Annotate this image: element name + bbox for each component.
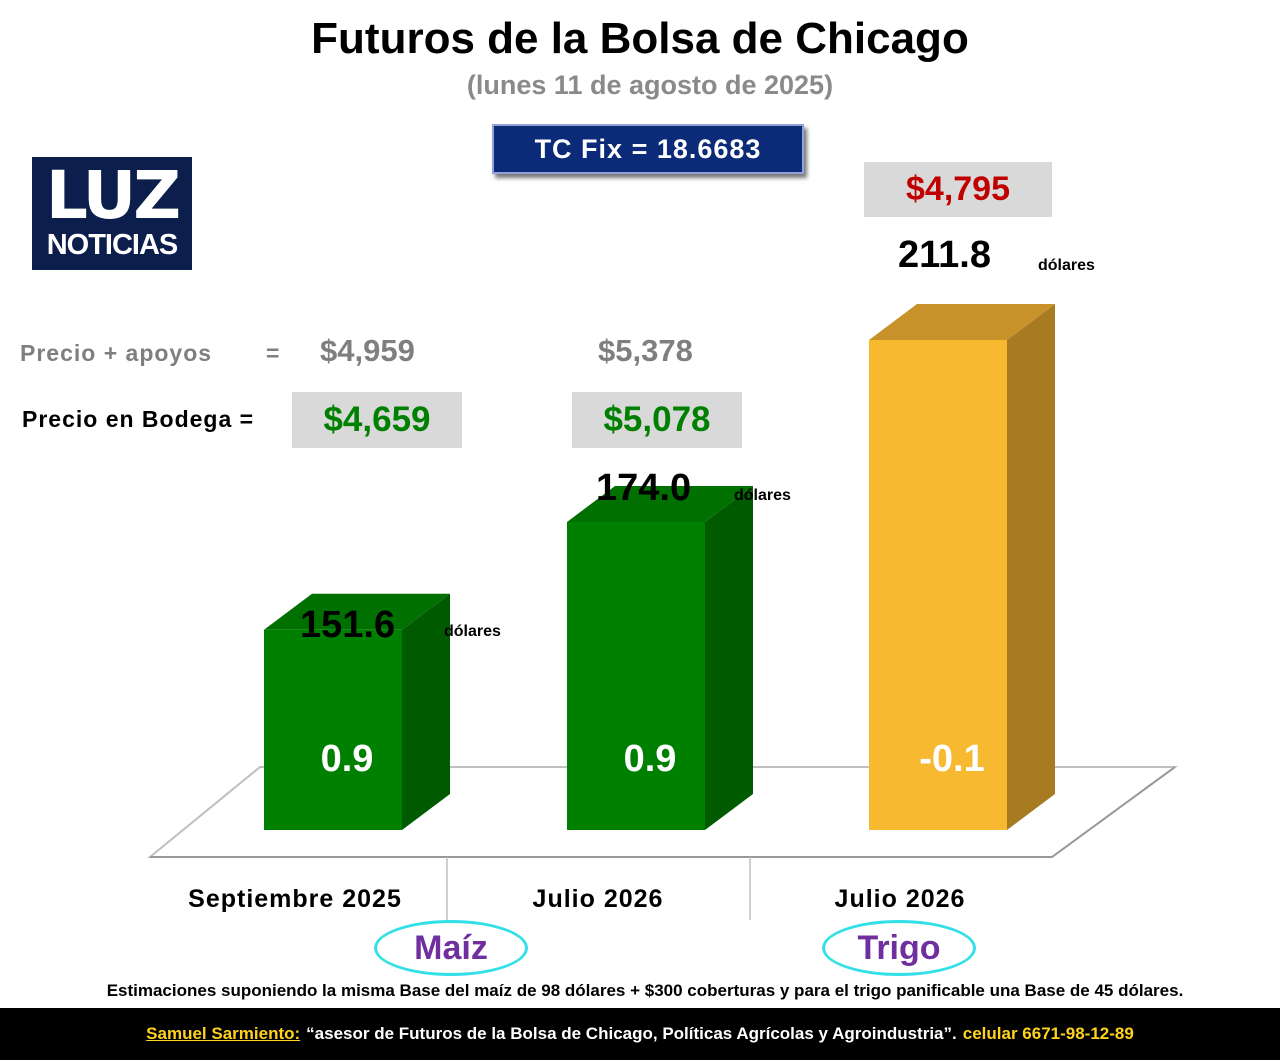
x-label-1: Julio 2026 (532, 885, 664, 913)
logo-text-noticias: NOTICIAS (46, 229, 179, 261)
trigo-price-box: $4,795 (864, 162, 1052, 217)
bodega-price-jul2026: $5,078 (572, 392, 742, 448)
bar-top-1 (567, 485, 753, 522)
bar-value-label-1: 174.0 (596, 467, 692, 509)
group-label-maiz: Maíz (374, 920, 528, 976)
apoyos-label: Precio + apoyos (20, 340, 213, 366)
bar-unit-label-2: dólares (1038, 257, 1095, 274)
bar-unit-label-0: dólares (444, 623, 501, 640)
footer-bar: Samuel Sarmiento: “asesor de Futuros de … (0, 1008, 1280, 1060)
bar-top-2 (869, 304, 1055, 340)
page-subtitle: (lunes 11 de agosto de 2025) (466, 70, 834, 100)
logo-text-luz: LUZ (45, 157, 181, 234)
footer-author: Samuel Sarmiento: (146, 1024, 301, 1043)
bar-side-1 (705, 485, 753, 830)
bar-value-label-0: 151.6 (300, 604, 396, 646)
chart-bars: 0.9 0.9 -0.1 (264, 304, 1055, 830)
apoyos-price-sep2025: $4,959 (320, 333, 415, 368)
x-label-0: Septiembre 2025 (188, 885, 402, 913)
bar-0: 0.9 (264, 593, 450, 830)
x-label-2: Julio 2026 (834, 885, 966, 913)
exchange-rate-badge: TC Fix = 18.6683 (492, 124, 804, 174)
bar-side-2 (1007, 304, 1055, 830)
bar-change-label-2: -0.1 (919, 738, 984, 780)
bar-1: 0.9 (567, 485, 753, 830)
page-title: Futuros de la Bolsa de Chicago (311, 14, 969, 63)
bar-side-0 (402, 593, 450, 830)
bar-2: -0.1 (869, 304, 1055, 830)
footer-contact: celular 6671-98-12-89 (962, 1024, 1134, 1043)
footer-description: “asesor de Futuros de la Bolsa de Chicag… (306, 1024, 957, 1043)
bar-front-1 (567, 521, 705, 830)
bar-front-2 (869, 340, 1007, 830)
bar-change-label-1: 0.9 (624, 738, 677, 780)
bar-change-label-0: 0.9 (321, 738, 374, 780)
estimation-note: Estimaciones suponiendo la misma Base de… (106, 981, 1184, 1000)
bodega-label: Precio en Bodega = (22, 406, 255, 432)
bar-value-label-2: 211.8 (898, 234, 991, 276)
bar-top-0 (264, 593, 450, 630)
apoyos-equals: = (266, 340, 281, 366)
floor-right-edge (1051, 766, 1176, 858)
bar-front-0 (264, 629, 402, 830)
group-label-trigo: Trigo (822, 920, 976, 976)
bodega-price-sep2025: $4,659 (292, 392, 462, 448)
luz-noticias-logo: LUZ NOTICIAS (32, 157, 192, 270)
apoyos-price-jul2026: $5,378 (598, 333, 693, 368)
bar-unit-label-1: dólares (734, 487, 791, 504)
